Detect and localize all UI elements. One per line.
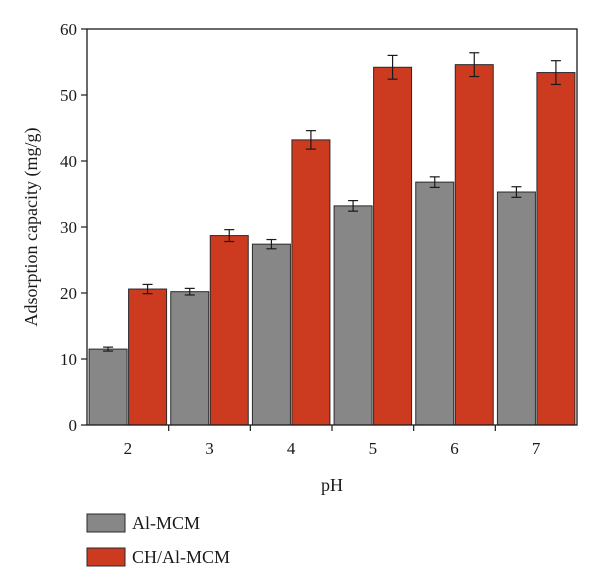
plot-area [88,52,576,426]
y-tick-label: 0 [69,416,78,435]
error-bar-ch-al-mcm-ph-5 [387,54,398,80]
bar-ch-al-mcm-ph-3 [209,235,249,426]
bar-al-mcm-ph-7 [496,191,536,426]
error-bar-al-mcm-ph-5 [348,200,359,212]
bar-al-mcm-ph-3 [170,291,210,426]
bar-ch-al-mcm-ph-5 [373,66,413,426]
legend-swatch [86,547,126,567]
legend-item-ch-al-mcm: CH/Al-MCM [86,547,230,567]
bar-al-mcm-ph-6 [415,181,455,426]
bar-ch-al-mcm-ph-7 [536,72,576,426]
legend-label: CH/Al-MCM [132,547,230,567]
bar-ch-al-mcm-ph-6 [454,64,494,426]
y-tick-label: 60 [60,20,77,39]
x-tick-label: 4 [287,439,296,458]
y-tick-label: 30 [60,218,77,237]
x-tick-label: 2 [124,439,133,458]
y-tick-label: 20 [60,284,77,303]
bar-al-mcm-ph-2 [88,348,128,426]
x-tick-label: 7 [532,439,541,458]
error-bar-al-mcm-ph-4 [266,238,277,250]
bar-ch-al-mcm-ph-2 [128,288,168,426]
legend-label: Al-MCM [132,513,200,533]
bar-al-mcm-ph-4 [251,243,291,426]
legend-swatch [86,513,126,533]
bar-ch-al-mcm-ph-4 [291,139,331,426]
x-tick-label: 6 [450,439,459,458]
x-axis-title: pH [321,475,343,495]
legend: Al-MCM CH/Al-MCM [86,513,230,567]
error-bar-al-mcm-ph-7 [511,186,522,198]
error-bar-al-mcm-ph-2 [103,346,114,352]
error-bar-ch-al-mcm-ph-2 [142,283,153,295]
error-bar-al-mcm-ph-6 [429,176,440,188]
legend-item-al-mcm: Al-MCM [86,513,200,533]
error-bar-ch-al-mcm-ph-4 [305,130,316,150]
y-tick-label: 10 [60,350,77,369]
error-bar-ch-al-mcm-ph-7 [550,60,561,86]
axes: 0 10 20 30 40 50 60 2 3 4 5 6 7 pH Adsorption capacity… [21,20,578,495]
y-tick-label: 40 [60,152,77,171]
y-axis-title: Adsorption capacity (mg/g) [21,128,42,327]
x-tick-label: 3 [205,439,214,458]
x-tick-label: 5 [369,439,378,458]
error-bar-ch-al-mcm-ph-6 [469,52,480,78]
error-bar-ch-al-mcm-ph-3 [224,229,235,243]
error-bar-al-mcm-ph-3 [184,287,195,296]
bar-al-mcm-ph-5 [333,205,373,426]
y-tick-label: 50 [60,86,77,105]
